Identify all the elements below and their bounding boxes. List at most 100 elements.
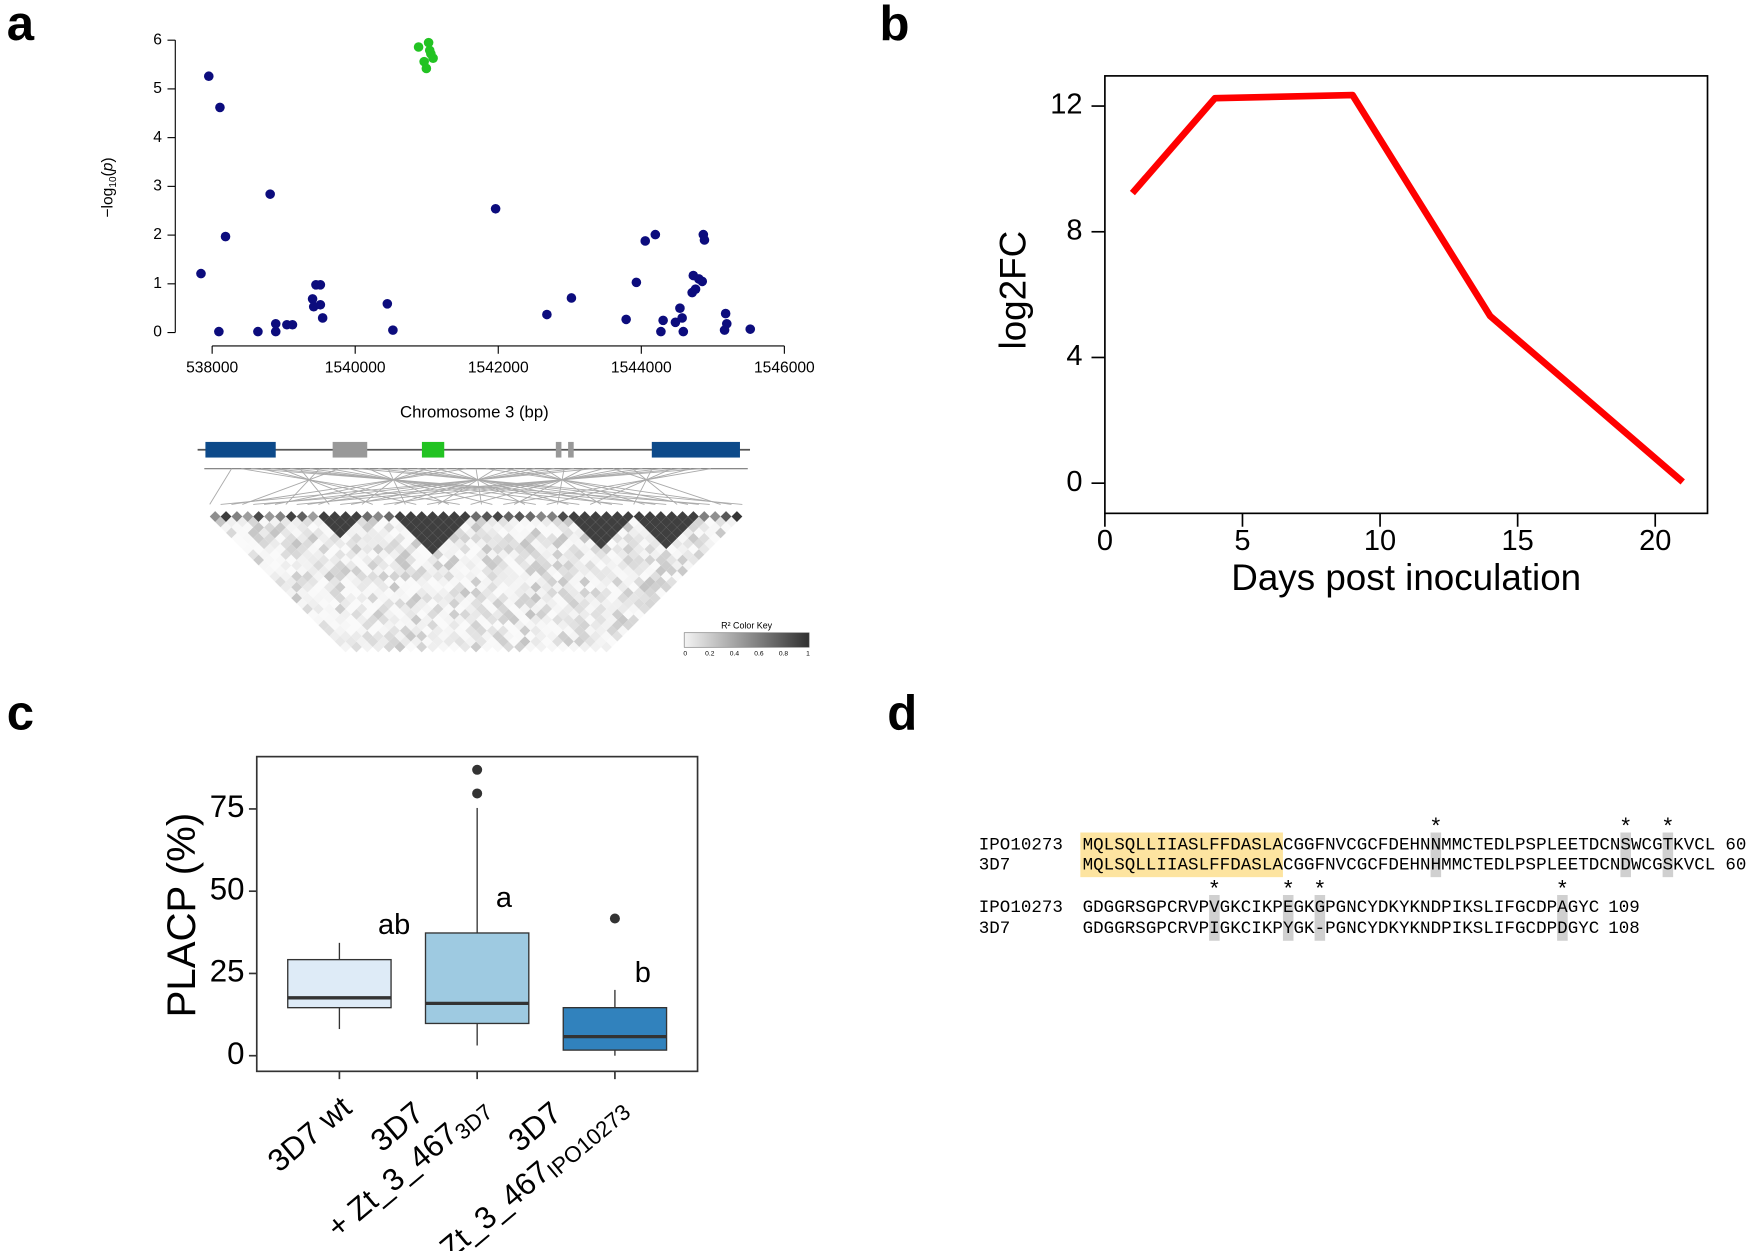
ld-cell	[606, 549, 618, 561]
point	[253, 326, 263, 337]
ld-cell	[465, 549, 477, 561]
ld-cell	[497, 560, 509, 571]
ld-cell	[476, 538, 487, 550]
x-axis-title: Chromosome 3 (bp)	[400, 402, 549, 421]
ld-cell	[253, 521, 265, 533]
x-axis-title: Days post inoculation	[1231, 557, 1581, 598]
y-tick-label: 6	[153, 31, 162, 48]
ld-cell	[530, 592, 542, 604]
ld-cell	[508, 538, 520, 550]
ld-cell	[421, 527, 433, 539]
ld-cell	[247, 527, 259, 539]
ld-cell	[617, 549, 629, 561]
difference-highlight	[1557, 895, 1568, 941]
y-tick-label: 0	[1066, 466, 1082, 498]
ld-cell	[524, 511, 536, 522]
ld-cell	[514, 511, 525, 522]
ld-cell	[302, 603, 313, 615]
x-tick-label-text: + Zt_3_467	[412, 1154, 556, 1251]
ld-cell	[541, 592, 553, 604]
ld-cell	[416, 521, 428, 533]
ld-cell	[432, 560, 444, 571]
ld-cell	[302, 516, 313, 528]
group-letter: ab	[378, 909, 410, 941]
ld-connector	[348, 468, 493, 505]
ld-cell	[399, 560, 411, 571]
color-key-tick: 0.2	[705, 651, 715, 658]
point	[203, 71, 214, 82]
x-tick-label: 5	[1234, 525, 1250, 557]
point	[214, 326, 224, 337]
ld-cell	[617, 560, 629, 571]
ld-cell	[649, 538, 661, 550]
ld-cell	[367, 538, 379, 550]
difference-highlight	[1282, 895, 1294, 941]
ld-cell	[356, 527, 368, 539]
y-tick-label: 8	[1066, 214, 1082, 246]
ld-cell	[226, 527, 237, 539]
ld-cell	[432, 603, 444, 615]
ld-connector	[361, 468, 408, 505]
ld-cell	[443, 560, 455, 571]
ld-cell	[416, 608, 428, 620]
ld-cell	[535, 630, 547, 642]
ld-connector	[318, 468, 428, 505]
ld-cell	[236, 538, 248, 550]
ld-cell	[465, 603, 477, 615]
ld-cell	[649, 549, 661, 561]
ld-cell	[584, 603, 596, 615]
ld-cell	[285, 511, 297, 522]
ld-connector	[378, 468, 699, 505]
x-tick-label: 3D7 wt	[261, 1089, 358, 1179]
ld-cell	[508, 549, 520, 561]
ld-cell	[351, 511, 362, 522]
ld-cell	[312, 538, 324, 550]
ld-cell	[535, 565, 547, 577]
ld-cell	[416, 641, 428, 653]
ld-connector	[296, 468, 682, 505]
ld-cell	[568, 543, 580, 555]
ld-cell	[639, 549, 650, 561]
difference-marker: *	[1210, 875, 1219, 900]
ld-cell	[334, 538, 346, 550]
ld-cell	[628, 549, 640, 561]
y-tick-label: 12	[1050, 89, 1082, 121]
ld-cell	[448, 619, 460, 631]
ld-connector	[290, 468, 623, 505]
ld-cell	[345, 549, 357, 561]
ld-cell	[351, 587, 362, 599]
ld-cell	[584, 527, 596, 539]
point	[640, 236, 651, 246]
ld-cell	[345, 538, 357, 550]
ld-cell	[264, 565, 275, 577]
ld-cell	[367, 603, 379, 615]
ld-cell	[497, 603, 509, 615]
ld-cell	[394, 511, 406, 522]
ld-cell	[323, 538, 335, 550]
gene-model	[197, 441, 751, 470]
difference-marker: *	[1284, 875, 1293, 900]
ld-cell	[660, 560, 672, 571]
ld-connector	[358, 468, 743, 505]
sequence-end: 109	[1608, 898, 1640, 918]
ld-cell	[552, 592, 563, 604]
ld-cell	[465, 560, 477, 571]
ld-cell	[215, 516, 227, 528]
ld-cell	[399, 603, 411, 615]
y-tick-label: 4	[153, 129, 162, 146]
ld-cell	[726, 516, 737, 528]
panel-label: a	[7, 0, 35, 51]
ld-cell	[644, 511, 656, 522]
ld-cell	[378, 516, 390, 528]
ld-cell	[562, 549, 574, 561]
ld-cell	[492, 511, 504, 522]
ld-cell	[302, 549, 313, 561]
ld-cell	[682, 549, 694, 561]
ld-cell	[361, 511, 373, 522]
x-tick-label: 15	[1502, 525, 1534, 557]
group-letter: b	[635, 957, 651, 989]
ld-cell	[595, 538, 607, 550]
sequence-end: 108	[1608, 919, 1640, 939]
ld-cell	[345, 560, 357, 571]
ld-cell	[649, 516, 661, 528]
